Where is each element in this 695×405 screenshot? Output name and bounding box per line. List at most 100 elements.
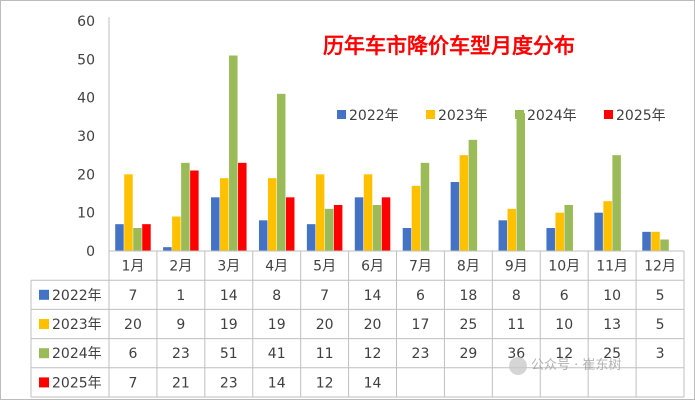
- table-cell: 7: [128, 375, 137, 391]
- table-cell: 3: [656, 346, 665, 362]
- bar-2023年-1月: [124, 174, 133, 251]
- table-cell: 25: [459, 317, 477, 333]
- table-row-label: 2025年: [52, 375, 102, 391]
- bar-2022年-6月: [354, 197, 364, 251]
- table-cell: 41: [268, 346, 286, 362]
- x-tick-label: 12月: [644, 259, 676, 275]
- table-cell: 6: [416, 288, 425, 304]
- bar-2024年-6月: [372, 205, 382, 251]
- bar-2025年-4月: [285, 197, 295, 251]
- bar-2024年-12月: [660, 239, 669, 251]
- table-cell: 14: [220, 288, 238, 304]
- legend-label: 2023年: [438, 108, 488, 124]
- bar-2022年-10月: [546, 228, 555, 251]
- legend-key-2025年: [604, 110, 613, 119]
- table-cell: 11: [316, 346, 334, 362]
- table-row-label: 2022年: [52, 288, 102, 304]
- x-tick-label: 2月: [169, 259, 192, 275]
- table-cell: 7: [320, 288, 329, 304]
- bar-2024年-8月: [468, 139, 478, 251]
- y-tick-label: 50: [77, 52, 95, 68]
- x-tick-label: 1月: [121, 259, 144, 275]
- table-cell: 8: [272, 288, 281, 304]
- bar-2023年-4月: [267, 178, 277, 251]
- bar-2022年-3月: [211, 197, 220, 251]
- table-cell: 18: [459, 288, 477, 304]
- bar-2022年-12月: [642, 231, 651, 251]
- bar-2022年-2月: [163, 247, 172, 251]
- legend-label: 2025年: [616, 108, 666, 124]
- table-cell: 23: [172, 346, 190, 362]
- bar-2022年-11月: [594, 212, 603, 251]
- bar-2024年-4月: [276, 93, 286, 251]
- table-cell: 7: [128, 288, 137, 304]
- table-cell: 14: [268, 375, 286, 391]
- table-cell: 14: [364, 288, 382, 304]
- bar-2025年-5月: [333, 205, 343, 251]
- bar-2022年-5月: [306, 224, 316, 251]
- legend-key-2024年: [515, 110, 524, 119]
- x-tick-label: 11月: [596, 259, 628, 275]
- x-tick-label: 8月: [457, 259, 480, 275]
- bar-2024年-9月: [516, 113, 526, 251]
- table-cell: 10: [555, 317, 573, 333]
- bar-2024年-5月: [324, 208, 334, 251]
- table-legend-key-2025年: [39, 377, 49, 388]
- bar-2022年-8月: [450, 182, 460, 251]
- bar-2022年-9月: [498, 220, 508, 251]
- legend-label: 2024年: [527, 108, 577, 124]
- y-tick-label: 10: [77, 206, 95, 222]
- table-legend-key-2022年: [39, 289, 49, 300]
- bar-2023年-6月: [363, 174, 373, 251]
- table-cell: 20: [364, 317, 382, 333]
- x-tick-label: 7月: [409, 259, 432, 275]
- table-legend-key-2023年: [39, 319, 49, 329]
- table-cell: 21: [172, 375, 190, 391]
- bar-2025年-3月: [238, 162, 247, 251]
- wechat-icon: [509, 356, 527, 375]
- table-cell: 6: [128, 346, 137, 362]
- table-cell: 23: [220, 375, 238, 391]
- bar-2024年-10月: [564, 205, 573, 251]
- bar-2023年-12月: [651, 231, 660, 251]
- x-tick-label: 5月: [313, 259, 336, 275]
- bar-2022年-7月: [402, 228, 412, 251]
- table-cell: 6: [560, 288, 569, 304]
- bar-2023年-10月: [555, 212, 564, 251]
- table-cell: 29: [459, 346, 477, 362]
- table-cell: 19: [268, 317, 286, 333]
- bar-2024年-11月: [612, 155, 621, 251]
- y-tick-label: 20: [77, 167, 95, 183]
- table-row-label: 2023年: [52, 317, 102, 333]
- table-cell: 20: [316, 317, 334, 333]
- table-cell: 25: [603, 346, 621, 362]
- bar-2024年-2月: [181, 162, 190, 251]
- bar-2023年-9月: [507, 208, 517, 251]
- x-tick-label: 6月: [361, 259, 384, 275]
- table-cell: 5: [656, 288, 665, 304]
- legend-key-2023年: [426, 110, 435, 119]
- y-tick-label: 0: [86, 244, 95, 260]
- bar-2025年-1月: [142, 224, 151, 251]
- x-tick-label: 9月: [505, 259, 528, 275]
- bar-2022年-1月: [115, 224, 124, 251]
- legend-label: 2022年: [349, 108, 399, 124]
- bar-2023年-3月: [220, 178, 229, 251]
- table-cell: 12: [364, 346, 382, 362]
- bar-2023年-11月: [603, 201, 612, 251]
- bar-2025年-2月: [190, 170, 199, 251]
- bar-2024年-7月: [420, 162, 430, 251]
- legend-key-2022年: [337, 110, 346, 119]
- bar-2023年-5月: [315, 174, 325, 251]
- table-cell: 8: [512, 288, 521, 304]
- watermark: 公众号 · 崔东树: [509, 354, 621, 375]
- table-cell: 1: [176, 288, 185, 304]
- table-cell: 14: [364, 375, 382, 391]
- y-tick-label: 40: [77, 91, 95, 107]
- table-cell: 12: [316, 375, 334, 391]
- table-cell: 19: [220, 317, 238, 333]
- table-cell: 13: [603, 317, 621, 333]
- bar-2024年-3月: [229, 55, 238, 251]
- table-cell: 23: [412, 346, 430, 362]
